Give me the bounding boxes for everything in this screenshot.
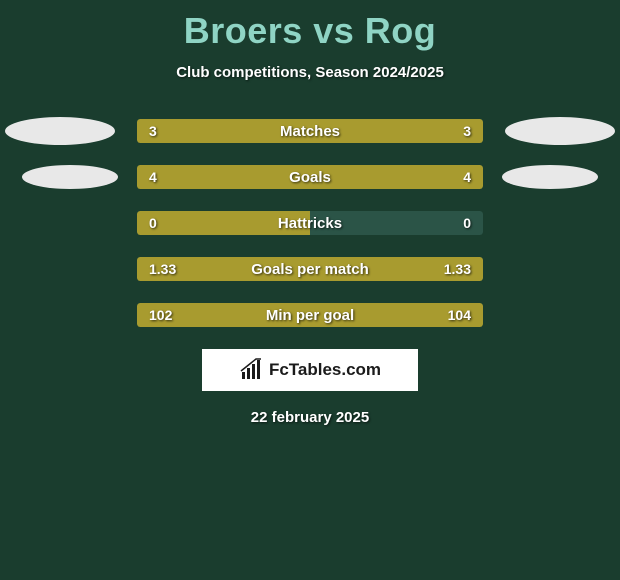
- stat-bar-right: [310, 257, 483, 281]
- team-ellipse-right: [502, 165, 598, 189]
- stat-bar-left: [137, 119, 310, 143]
- stat-bar-left: [137, 303, 308, 327]
- stat-row: Goals44: [0, 165, 620, 189]
- team-ellipse-left: [22, 165, 118, 189]
- stat-bar: Goals per match1.331.33: [137, 257, 483, 281]
- stat-bar: Goals44: [137, 165, 483, 189]
- page-subtitle: Club competitions, Season 2024/2025: [0, 64, 620, 81]
- chart-icon: [239, 358, 263, 382]
- stat-bar: Matches33: [137, 119, 483, 143]
- team-ellipse-right: [505, 117, 615, 145]
- brand-text: FcTables.com: [269, 360, 381, 380]
- team-ellipse-left: [5, 117, 115, 145]
- comparison-chart: Matches33 Goals44 Hattricks00 Goals per mat…: [0, 119, 620, 327]
- stat-row: Min per goal102104: [0, 303, 620, 327]
- stat-row: Goals per match1.331.33: [0, 257, 620, 281]
- stat-bar: Hattricks00: [137, 211, 483, 235]
- stat-row: Matches33: [0, 119, 620, 143]
- stat-bar-left: [137, 165, 310, 189]
- stat-bar-left: [137, 257, 310, 281]
- stat-bar-right: [310, 119, 483, 143]
- stat-bar: Min per goal102104: [137, 303, 483, 327]
- stat-bar-left: [137, 211, 310, 235]
- stat-bar-right: [308, 303, 483, 327]
- page-title: Broers vs Rog: [0, 0, 620, 52]
- brand-logo: FcTables.com: [202, 349, 418, 391]
- date-label: 22 february 2025: [0, 409, 620, 426]
- stat-row: Hattricks00: [0, 211, 620, 235]
- stat-bar-right: [310, 165, 483, 189]
